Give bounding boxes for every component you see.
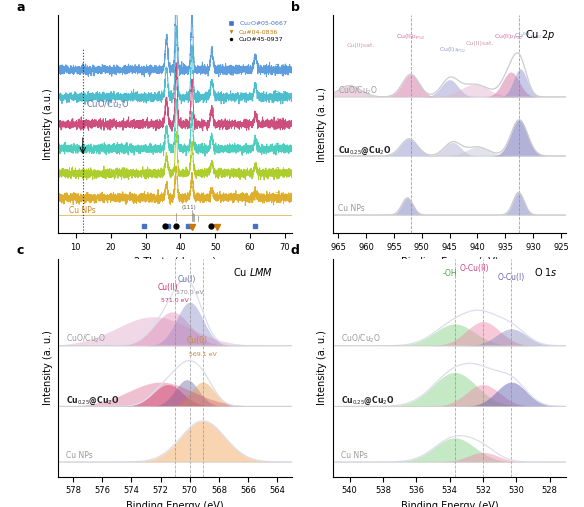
- Legend: Cu$_2$O#05-0667, Cu#04-0836, CuO#45-0937: Cu$_2$O#05-0667, Cu#04-0836, CuO#45-0937: [224, 18, 289, 43]
- Text: Cu(I)$_{2p_{1/2}}$: Cu(I)$_{2p_{1/2}}$: [439, 46, 466, 55]
- Text: O-Cu(I): O-Cu(I): [498, 273, 525, 282]
- Text: Cu NPs: Cu NPs: [341, 451, 368, 460]
- Text: CuO/Cu$_2$O: CuO/Cu$_2$O: [339, 84, 378, 97]
- Text: 571.0 eV: 571.0 eV: [161, 298, 189, 303]
- Text: Cu(0): Cu(0): [186, 336, 207, 345]
- Text: 4 h: 4 h: [274, 118, 287, 127]
- Text: Cu(II)sat.: Cu(II)sat.: [466, 41, 495, 46]
- Text: Cu$^{0/1}$$_{2p_{3/2}}$: Cu$^{0/1}$$_{2p_{3/2}}$: [514, 31, 541, 42]
- Text: Cu(I): Cu(I): [178, 275, 196, 284]
- Text: Cu(II)sat.: Cu(II)sat.: [347, 43, 376, 48]
- Text: 5 h: 5 h: [274, 143, 287, 152]
- Text: a: a: [16, 1, 25, 14]
- Text: Cu$_{0.25}$@Cu$_2$O: Cu$_{0.25}$@Cu$_2$O: [341, 394, 395, 407]
- Text: Cu$_{0.25}$@Cu$_2$O: Cu$_{0.25}$@Cu$_2$O: [339, 144, 392, 157]
- Text: Cu $LMM$: Cu $LMM$: [233, 266, 273, 277]
- Text: CuO/Cu$_2$O: CuO/Cu$_2$O: [86, 99, 130, 112]
- Text: d: d: [291, 244, 300, 257]
- Text: CuO/Cu$_2$O: CuO/Cu$_2$O: [341, 333, 381, 345]
- Text: 570.0 eV: 570.0 eV: [176, 290, 204, 295]
- Text: Cu(II): Cu(II): [158, 283, 178, 292]
- Y-axis label: Intensity (a.u.): Intensity (a.u.): [43, 88, 53, 160]
- X-axis label: Binding Energy (eV): Binding Energy (eV): [126, 501, 224, 507]
- Text: CuO/Cu$_2$O: CuO/Cu$_2$O: [65, 333, 106, 345]
- Y-axis label: Intensity (a. u.): Intensity (a. u.): [317, 87, 327, 162]
- Text: 2 h: 2 h: [274, 64, 287, 73]
- Text: 569.1 eV: 569.1 eV: [189, 352, 217, 357]
- Text: Cu NPs: Cu NPs: [339, 204, 365, 213]
- Text: Cu NPs: Cu NPs: [69, 206, 96, 215]
- Text: -OH: -OH: [442, 269, 457, 277]
- Text: Cu NPs: Cu NPs: [65, 451, 92, 460]
- Text: O 1$s$: O 1$s$: [534, 266, 558, 277]
- Text: Cu(II)$_{2p_{3/2}}$: Cu(II)$_{2p_{3/2}}$: [493, 32, 523, 42]
- Text: Cu(II)$_{2p_{1/2}}$: Cu(II)$_{2p_{1/2}}$: [397, 32, 425, 42]
- Y-axis label: Intensity (a. u.): Intensity (a. u.): [317, 330, 327, 405]
- X-axis label: 2 Theta (degree): 2 Theta (degree): [134, 258, 216, 268]
- Text: 7 h: 7 h: [274, 192, 287, 201]
- Text: O-Cu(II): O-Cu(II): [460, 264, 489, 273]
- Text: Cu$_{0.25}$@Cu$_2$O: Cu$_{0.25}$@Cu$_2$O: [65, 394, 119, 407]
- Text: 3 h: 3 h: [274, 91, 287, 100]
- X-axis label: Binding Energy (eV): Binding Energy (eV): [401, 258, 499, 268]
- Text: (111): (111): [182, 205, 197, 210]
- X-axis label: Binding Energy (eV): Binding Energy (eV): [401, 501, 499, 507]
- Text: 6 h: 6 h: [274, 167, 287, 176]
- Text: b: b: [291, 1, 300, 14]
- Text: c: c: [16, 244, 24, 257]
- Y-axis label: Intensity (a. u.): Intensity (a. u.): [43, 330, 53, 405]
- Text: Cu 2$p$: Cu 2$p$: [526, 28, 555, 42]
